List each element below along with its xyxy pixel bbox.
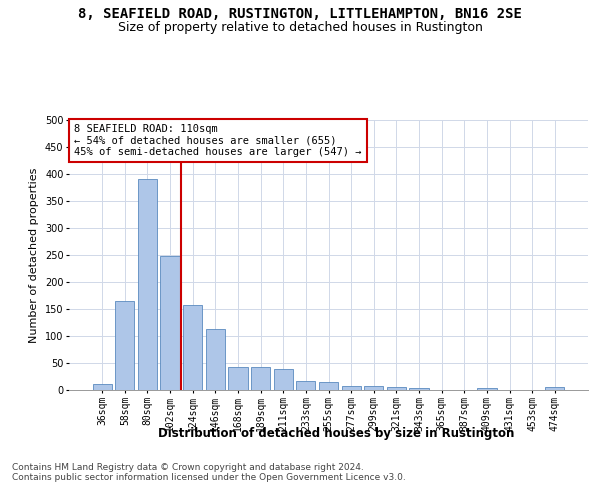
Bar [545,388,565,390]
Bar [160,256,180,390]
Text: Distribution of detached houses by size in Rustington: Distribution of detached houses by size … [158,428,514,440]
Bar [138,180,157,390]
Bar [477,388,497,390]
Text: 8, SEAFIELD ROAD, RUSTINGTON, LITTLEHAMPTON, BN16 2SE: 8, SEAFIELD ROAD, RUSTINGTON, LITTLEHAMP… [78,8,522,22]
Bar [296,381,316,390]
Text: 8 SEAFIELD ROAD: 110sqm
← 54% of detached houses are smaller (655)
45% of semi-d: 8 SEAFIELD ROAD: 110sqm ← 54% of detache… [74,124,362,157]
Bar [387,388,406,390]
Text: Size of property relative to detached houses in Rustington: Size of property relative to detached ho… [118,21,482,34]
Bar [251,368,270,390]
Bar [364,386,383,390]
Bar [206,329,225,390]
Bar [274,370,293,390]
Bar [229,368,248,390]
Text: Contains HM Land Registry data © Crown copyright and database right 2024.
Contai: Contains HM Land Registry data © Crown c… [12,462,406,482]
Bar [183,305,202,390]
Bar [409,388,428,390]
Bar [115,301,134,390]
Bar [92,384,112,390]
Bar [319,382,338,390]
Bar [341,386,361,390]
Y-axis label: Number of detached properties: Number of detached properties [29,168,39,342]
